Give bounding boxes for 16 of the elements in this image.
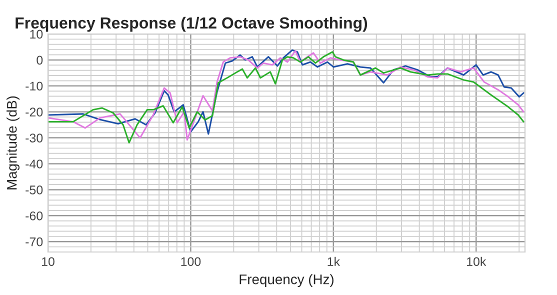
y-tick-label: -40 bbox=[26, 160, 43, 168]
x-tick-label: 10 bbox=[42, 257, 54, 266]
y-tick-label: 0 bbox=[36, 56, 43, 65]
y-axis-title: Magnitude (dB) bbox=[6, 96, 20, 190]
x-tick-label: 1k bbox=[328, 256, 340, 266]
y-tick-label: 10 bbox=[30, 30, 43, 39]
y-tick-label: -70 bbox=[26, 237, 43, 246]
x-tick-label: 100 bbox=[181, 257, 201, 266]
y-tick-label: -20 bbox=[26, 108, 43, 117]
chart-title: Frequency Response (1/12 Octave Smoothing) bbox=[16, 16, 368, 32]
x-tick-label: 10k bbox=[467, 256, 486, 266]
y-tick-label: -60 bbox=[26, 211, 43, 220]
x-axis-title: Frequency (Hz) bbox=[240, 274, 334, 288]
y-tick-label: -50 bbox=[26, 186, 43, 194]
y-tick-label: -30 bbox=[26, 134, 43, 142]
y-tick-label: -10 bbox=[26, 82, 43, 91]
